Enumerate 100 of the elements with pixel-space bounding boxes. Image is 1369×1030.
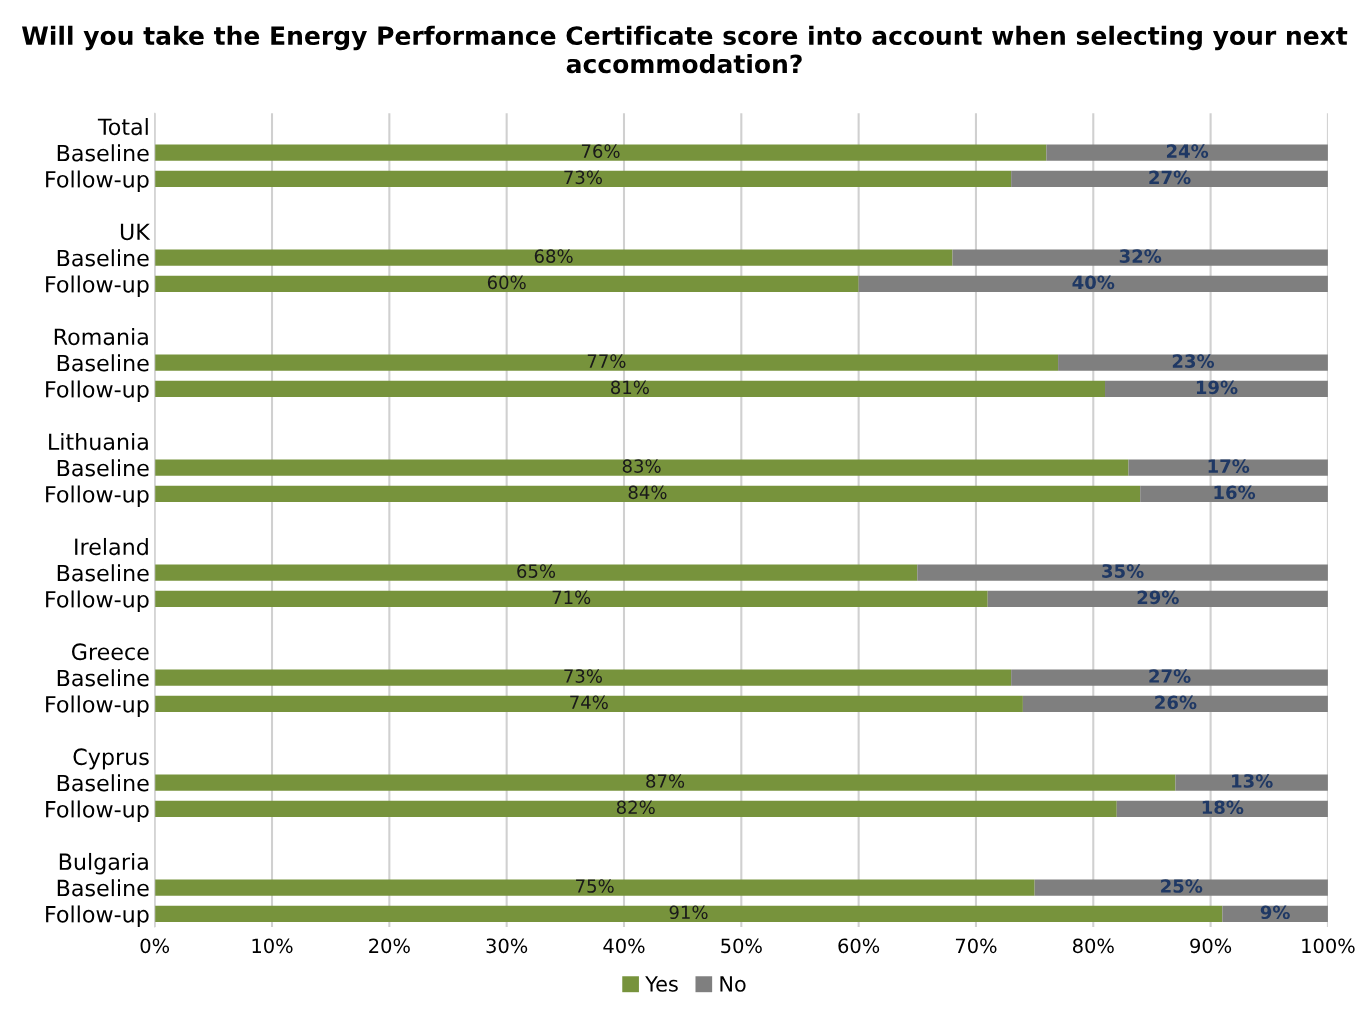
bar	[154, 695, 1023, 713]
bar	[154, 170, 1012, 188]
bar	[952, 249, 1328, 266]
legend-label: No	[720, 976, 746, 992]
bar	[917, 564, 1328, 581]
bar	[1022, 695, 1328, 713]
data-label: 82%	[616, 800, 655, 815]
bar	[154, 564, 918, 581]
bar	[154, 144, 1047, 161]
data-label: 60%	[487, 275, 526, 290]
x-tick-label: 70%	[955, 938, 997, 954]
data-label: 24%	[1166, 144, 1209, 158]
bar	[154, 380, 1106, 398]
y-tick-label: Follow-up	[46, 590, 149, 612]
bar	[154, 249, 953, 266]
bar	[154, 459, 1129, 476]
data-label: 87%	[646, 774, 685, 788]
data-label: 84%	[628, 485, 667, 500]
data-label: 27%	[1149, 669, 1191, 683]
data-label: 68%	[534, 249, 573, 263]
y-tick-label: Ireland	[75, 537, 148, 556]
y-tick-label: Follow-up	[46, 275, 149, 297]
x-tick-label: 10%	[252, 938, 293, 954]
bar	[154, 905, 1223, 923]
bar	[1128, 459, 1328, 476]
bar	[1140, 485, 1328, 503]
data-label: 13%	[1232, 774, 1273, 788]
data-label: 18%	[1202, 800, 1244, 815]
data-label: 40%	[1072, 275, 1115, 290]
bar	[154, 669, 1012, 686]
y-tick-label: Romania	[54, 327, 148, 346]
data-label: 29%	[1137, 590, 1179, 605]
x-tick-label: 50%	[721, 938, 762, 954]
y-tick-label: Follow-up	[46, 380, 149, 402]
y-tick-label: Lithuania	[49, 432, 148, 451]
data-label: 19%	[1196, 380, 1238, 395]
y-tick-label: Follow-up	[46, 170, 149, 192]
x-tick-label: 80%	[1072, 938, 1114, 954]
x-tick-label: 90%	[1190, 938, 1232, 954]
y-tick-label: Total	[97, 117, 148, 136]
data-label: 81%	[611, 380, 649, 395]
y-tick-label: Baseline	[57, 669, 149, 687]
x-tick-label: 20%	[369, 938, 410, 954]
data-label: 9%	[1260, 905, 1290, 920]
bar	[154, 800, 1117, 818]
chart-title: Will you take the Energy Performance Certificate score into account when selecting your next accommodation?	[21, 25, 1348, 74]
x-tick-label: 40%	[603, 938, 645, 954]
y-tick-label: Follow-up	[46, 800, 149, 822]
bar	[154, 774, 1176, 791]
bar	[858, 275, 1328, 293]
bar	[1175, 774, 1328, 791]
data-label: 32%	[1119, 249, 1162, 263]
bar	[1046, 144, 1328, 161]
data-label: 74%	[570, 695, 608, 710]
y-tick-label: Greece	[71, 643, 149, 661]
x-tick-label: 100%	[1302, 938, 1355, 954]
bar	[1058, 354, 1328, 371]
y-tick-label: Baseline	[57, 879, 149, 897]
data-label: 77%	[587, 354, 626, 368]
data-label: 27%	[1149, 170, 1191, 185]
bar	[1034, 879, 1328, 896]
bar	[1011, 669, 1328, 686]
bar	[154, 485, 1141, 503]
y-tick-label: Baseline	[57, 144, 149, 162]
y-tick-label: Follow-up	[46, 485, 149, 507]
y-tick-label: Baseline	[57, 774, 149, 792]
y-tick-label: Baseline	[57, 564, 149, 582]
bar	[154, 275, 859, 293]
x-tick-label: 60%	[838, 938, 880, 954]
bar	[154, 354, 1059, 371]
data-label: 17%	[1208, 459, 1250, 473]
bar	[154, 590, 988, 608]
data-label: 71%	[552, 590, 591, 605]
data-label: 16%	[1214, 485, 1256, 500]
data-label: 73%	[564, 170, 602, 185]
y-tick-label: Baseline	[57, 354, 149, 372]
x-tick-label: 0%	[140, 938, 170, 954]
data-label: 26%	[1155, 695, 1197, 710]
legend-label: Yes	[645, 976, 678, 992]
y-tick-label: Cyprus	[73, 748, 149, 770]
y-tick-label: Follow-up	[46, 905, 149, 927]
y-tick-label: Baseline	[57, 249, 149, 267]
data-label: 65%	[517, 564, 556, 578]
data-label: 75%	[576, 879, 614, 893]
data-label: 76%	[581, 144, 620, 158]
bar	[1011, 170, 1328, 188]
data-label: 23%	[1172, 354, 1215, 368]
data-label: 83%	[622, 459, 661, 473]
y-tick-label: Baseline	[57, 459, 149, 477]
bar	[154, 879, 1035, 896]
bar	[1116, 800, 1328, 818]
data-label: 73%	[564, 669, 602, 683]
bar	[1105, 380, 1328, 398]
data-label: 25%	[1161, 879, 1203, 893]
y-tick-label: Follow-up	[46, 695, 149, 717]
y-tick-label: Bulgaria	[59, 852, 148, 875]
y-tick-label: UK	[120, 223, 151, 241]
bar	[987, 590, 1328, 608]
data-label: 91%	[669, 905, 708, 920]
x-tick-label: 30%	[486, 938, 528, 954]
